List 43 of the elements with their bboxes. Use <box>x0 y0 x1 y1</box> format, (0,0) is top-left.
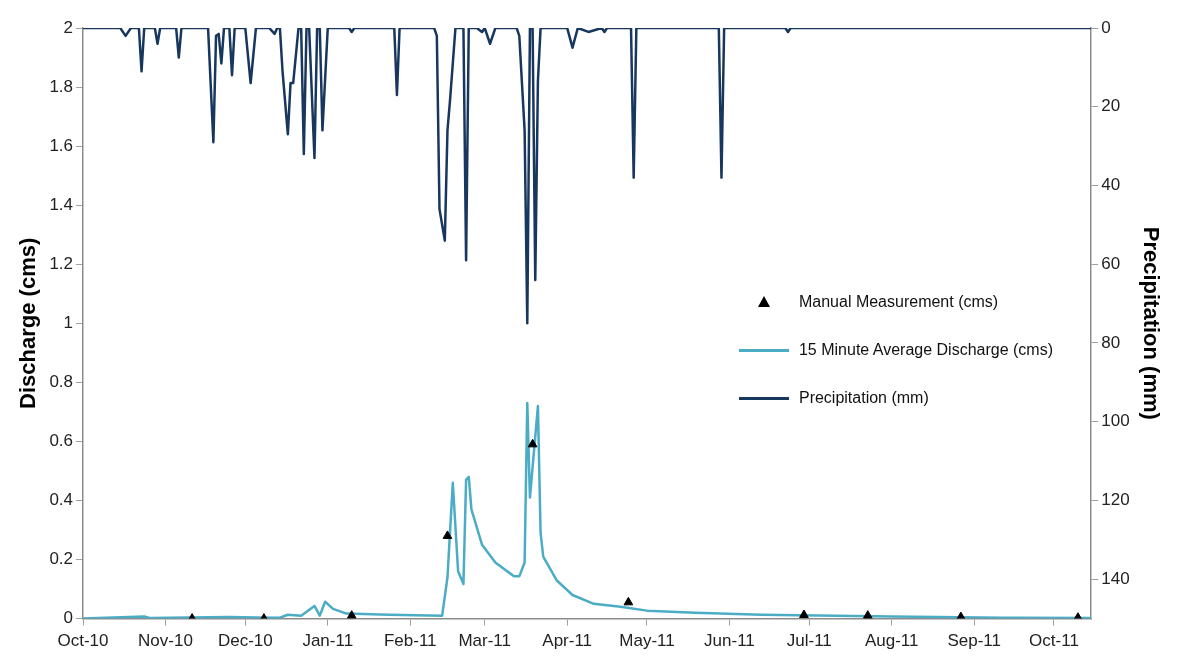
y-tick-label: 1 <box>63 312 74 332</box>
y-tick-label: 1.6 <box>49 135 74 155</box>
point <box>442 530 453 539</box>
y-tick-label: 0.6 <box>49 431 74 451</box>
x-tick-label: Jun-11 <box>704 631 755 651</box>
point <box>527 438 538 448</box>
y2-tick-label: 60 <box>1101 253 1121 273</box>
x-tick-label: Dec-10 <box>217 631 273 651</box>
y2-tick-label: 120 <box>1101 490 1130 510</box>
y-tick-label: 2 <box>63 17 74 37</box>
x-tick-label: May-11 <box>619 631 675 651</box>
y2-tick-label: 80 <box>1101 332 1121 352</box>
y-tick-label: 0.4 <box>49 490 74 510</box>
y2-tick-label: 140 <box>1101 568 1130 588</box>
y-tick-label: 1.2 <box>49 253 74 273</box>
x-tick-label: Apr-11 <box>542 631 593 651</box>
point <box>346 610 357 619</box>
y2-tick-label: 20 <box>1101 96 1121 116</box>
x-tick-label: Jul-11 <box>786 631 832 651</box>
y2-axis-title: Precipitation (mm) <box>1138 226 1164 420</box>
y2-tick-label: 40 <box>1101 175 1121 195</box>
x-tick-label: Oct-10 <box>57 631 109 651</box>
y2-tick-label: 0 <box>1101 17 1111 37</box>
x-tick-label: Jan-11 <box>302 631 354 651</box>
y-tick-label: 0.2 <box>49 549 74 569</box>
y-axis-title: Discharge (cms) <box>15 237 41 409</box>
x-tick-label: Aug-11 <box>864 631 919 651</box>
y2-tick-label: 100 <box>1101 411 1130 431</box>
point <box>862 610 873 619</box>
legend-label: Precipitation (mm) <box>798 389 929 407</box>
y-tick-label: 1.8 <box>49 76 74 96</box>
y-tick-label: 1.4 <box>49 194 74 214</box>
legend-label: 15 Minute Average Discharge (cms) <box>798 341 1053 359</box>
x-tick-label: Oct-11 <box>1029 631 1079 651</box>
x-tick-label: Mar-11 <box>458 631 512 651</box>
y-tick-label: 0.8 <box>49 372 74 392</box>
point <box>623 596 634 606</box>
x-tick-label: Nov-10 <box>138 631 193 651</box>
x-tick-label: Sep-11 <box>947 631 1001 651</box>
y-tick-label: 0 <box>63 608 74 628</box>
x-tick-label: Feb-11 <box>383 631 437 651</box>
point <box>799 609 809 619</box>
legend-label: Manual Measurement (cms) <box>798 293 999 311</box>
